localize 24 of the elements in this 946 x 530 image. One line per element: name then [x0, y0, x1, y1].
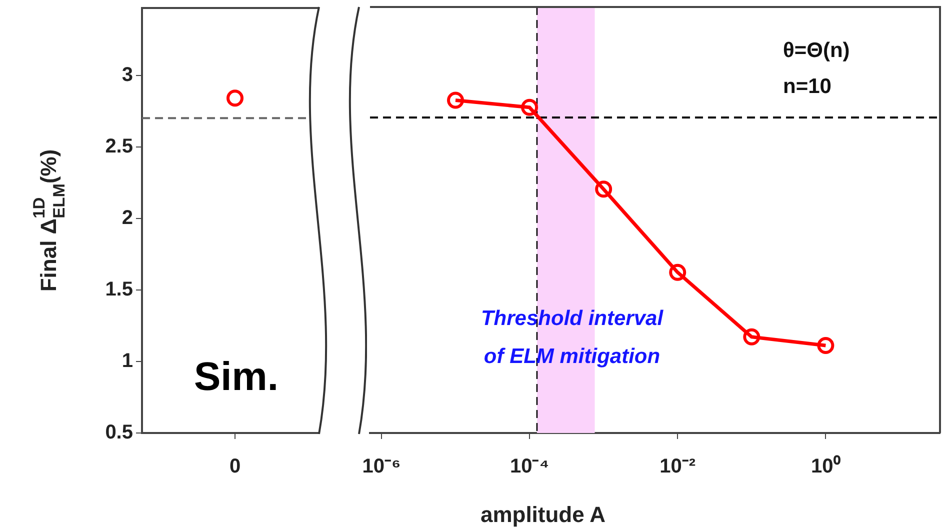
y-tick-label: 2 [122, 206, 133, 229]
x-tick-label: 10⁰ [811, 454, 840, 478]
y-axis-title: Final Δ1DELM(%) [30, 149, 68, 292]
y-tick-label: 2.5 [105, 135, 133, 158]
x-tick-label: 0 [229, 456, 241, 478]
x-tick-label: 10⁻⁶ [362, 456, 401, 478]
annotation: of ELM mitigation [484, 345, 660, 368]
point [817, 337, 834, 354]
y-tick-label: 0.5 [105, 422, 133, 444]
point [595, 180, 612, 198]
annotation: n=10 [783, 75, 832, 98]
x-tick-label: 10⁻⁴ [510, 456, 550, 478]
point [447, 92, 464, 109]
y-tick-label: 1.5 [105, 278, 133, 300]
x-tick-label: 10⁻² [660, 456, 696, 478]
point [743, 328, 760, 346]
y-tick-label: 1 [122, 350, 133, 372]
y-tick-label: 3 [122, 64, 133, 86]
point [669, 264, 686, 281]
annotation: Threshold interval [480, 307, 664, 330]
annotation: θ=Θ(n) [783, 39, 850, 62]
point [521, 98, 538, 116]
x-axis-title: amplitude A [480, 502, 606, 527]
annotation: Sim. [194, 355, 278, 399]
